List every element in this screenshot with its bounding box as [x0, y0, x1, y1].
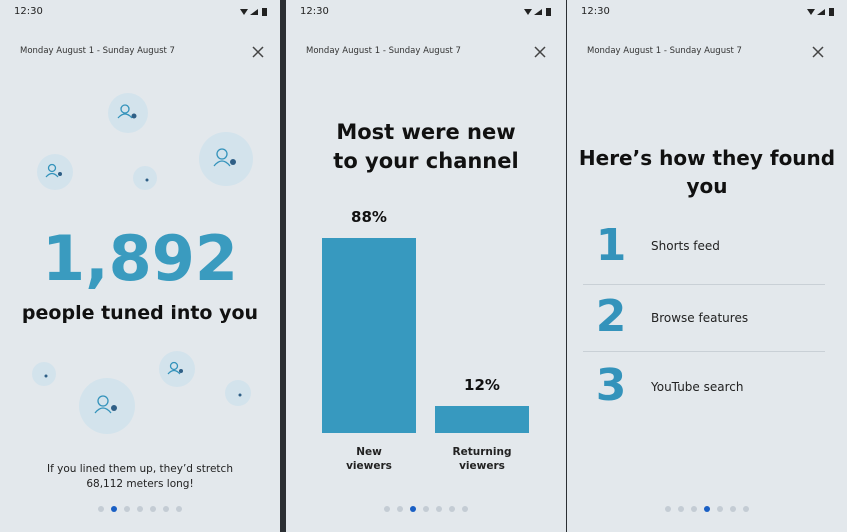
rank: 1: [595, 220, 627, 271]
screen: 12:30 Monday August 1 - Sunday August 7 …: [567, 0, 847, 532]
date-range: Monday August 1 - Sunday August 7: [587, 46, 742, 56]
status-icons: [240, 8, 267, 16]
source-label: Browse features: [651, 311, 749, 325]
close-button[interactable]: [811, 45, 825, 59]
close-button[interactable]: [533, 45, 547, 59]
close-button[interactable]: [251, 45, 265, 59]
status-time: 12:30: [581, 6, 610, 17]
bar: [322, 237, 416, 433]
stat-caption: people tuned into you: [21, 302, 259, 324]
divider: [583, 284, 825, 285]
stat-number: 1,892: [41, 222, 239, 295]
source-label: Shorts feed: [651, 239, 720, 253]
avatar-cloud: [32, 93, 253, 434]
chart: 88% New viewers 12% Returning viewers: [286, 0, 566, 532]
page-indicator: [286, 506, 566, 512]
status-time: 12:30: [14, 6, 43, 17]
bar: [435, 406, 529, 433]
status-time: 12:30: [300, 6, 329, 17]
value-label: 88%: [351, 207, 387, 226]
date-range: Monday August 1 - Sunday August 7: [20, 46, 175, 56]
divider: [583, 351, 825, 352]
rank: 3: [595, 360, 627, 411]
category-label: Returning viewers: [452, 446, 512, 472]
category-label: New viewers: [346, 446, 392, 472]
title: Here’s how they found you: [578, 146, 836, 198]
status-icons: [807, 8, 834, 16]
screen: 12:30 Monday August 1 - Sunday August 7 …: [286, 0, 566, 532]
page-indicator: [0, 506, 280, 512]
source-label: YouTube search: [651, 380, 744, 394]
date-range: Monday August 1 - Sunday August 7: [306, 46, 461, 56]
value-label: 12%: [464, 376, 500, 395]
page-indicator: [567, 506, 847, 512]
screen: 12:30 Monday August 1 - Sunday August 7 …: [0, 0, 280, 532]
status-icons: [524, 8, 551, 16]
rank: 2: [595, 291, 627, 342]
footnote: If you lined them up, they’d stretch 68,…: [47, 463, 233, 490]
chart-title: Most were new to your channel: [333, 120, 519, 173]
